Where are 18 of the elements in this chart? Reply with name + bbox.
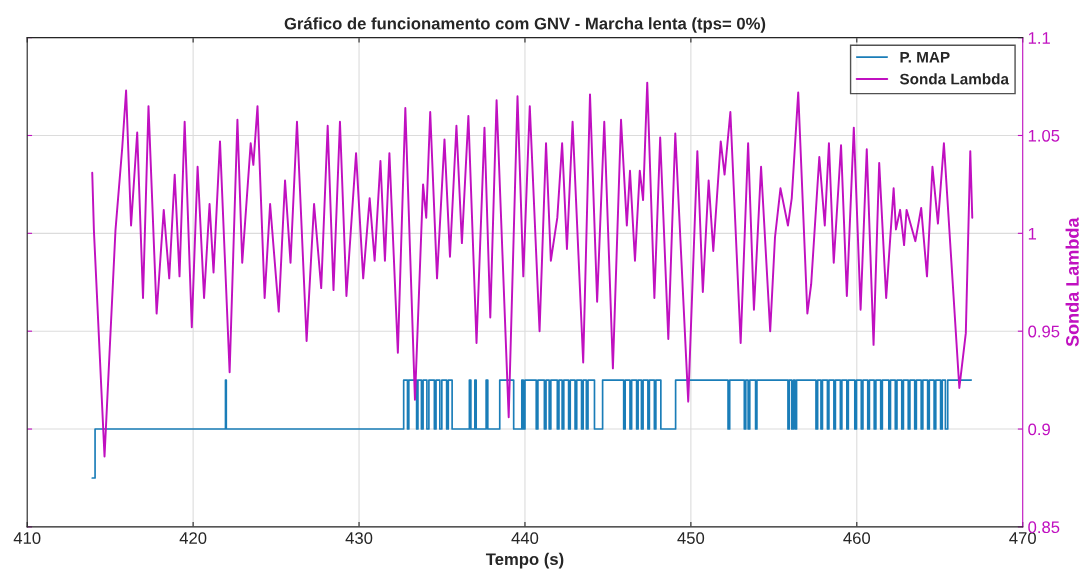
x-tick-label: 410 [13, 532, 41, 544]
x-tick-label: 430 [345, 532, 373, 544]
x-tick-label: 450 [677, 532, 705, 544]
y-tick-label: 0.9 [1028, 423, 1050, 436]
legend-label: Sonda Lambda [899, 73, 1010, 85]
legend-label: P. MAP [900, 51, 950, 63]
x-tick-label: 470 [1009, 532, 1036, 544]
x-tick-label: 420 [179, 532, 207, 544]
y-tick-label: 1 [1028, 227, 1037, 240]
y-tick-label: 1.1 [1028, 32, 1050, 44]
y-tick-label: 0.95 [1028, 325, 1060, 338]
y-tick-label: 0.85 [1028, 521, 1060, 534]
chart-title: Gráfico de funcionamento com GNV - Marcha lenta (tps= 0%) [284, 17, 766, 33]
y-axis-title: Sonda Lambda [1065, 217, 1079, 347]
x-tick-label: 460 [843, 532, 871, 544]
y-tick-label: 1.05 [1028, 129, 1060, 142]
x-tick-label: 440 [511, 532, 539, 544]
x-axis-title: Tempo (s) [485, 552, 564, 569]
